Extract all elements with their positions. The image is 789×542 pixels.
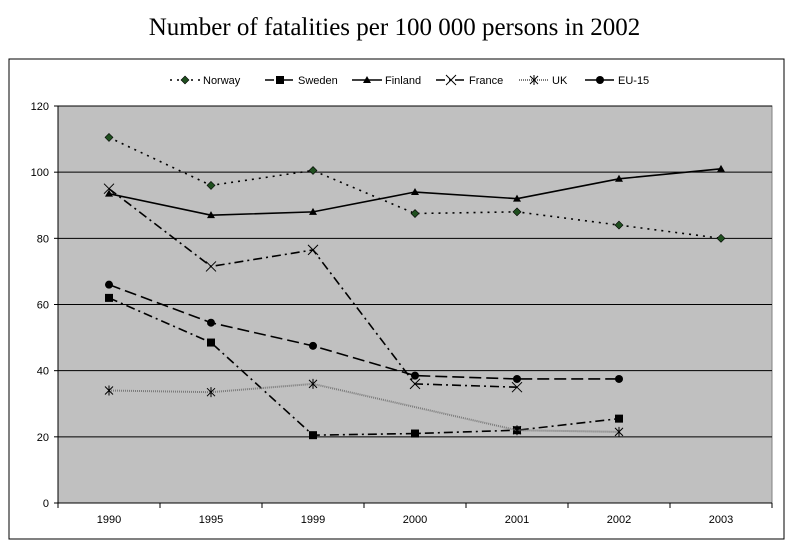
data-point-eu-15 [411,371,419,380]
legend-marker [529,75,539,85]
legend-marker [596,76,604,84]
y-tick-label: 60 [37,300,49,312]
y-tick-label: 20 [37,432,49,444]
data-point-finland [513,194,521,202]
data-point-france [205,261,217,272]
legend-item-sweden: Sweden [265,75,338,87]
chart-title: Number of fatalities per 100 000 persons… [148,14,641,41]
legend-item-finland: Finland [352,75,421,87]
x-tick-label: 2001 [505,514,529,526]
y-tick-label: 100 [31,167,49,179]
legend-label: Sweden [298,75,338,87]
data-point-uk [614,426,624,437]
gridlines [58,105,772,438]
data-point-finland [411,188,419,196]
y-tick-label: 120 [31,101,49,113]
data-point-sweden [615,414,623,423]
legend-label: UK [552,75,568,87]
data-point-norway [614,220,624,230]
x-tick-label: 1999 [301,514,325,526]
legend-item-eu-15: EU-15 [585,75,649,87]
y-tick-label: 0 [43,498,49,510]
y-tick-label: 40 [37,366,49,378]
x-tick-label: 1990 [97,514,121,526]
data-point-france [511,381,523,393]
data-point-uk [512,425,522,436]
x-tick-label: 1995 [199,514,223,526]
data-point-france [409,378,421,390]
data-point-finland [717,164,725,172]
legend-item-norway: Norway [170,75,241,87]
data-point-finland [615,174,623,182]
legend-marker [363,76,371,83]
data-point-sweden [309,431,317,440]
data-point-eu-15 [207,318,215,327]
series-line-sweden [108,297,620,436]
legend-label: EU-15 [618,75,649,87]
legend: Norway Sweden Finland France UK EU-15 [170,74,649,87]
data-point-uk [104,385,114,396]
x-tick-label: 2000 [403,514,427,526]
legend-marker [445,74,457,86]
legend-marker [276,76,284,84]
data-point-norway [206,180,216,190]
axes: 0 20 40 60 80 100 120 1990 1995 1999 2000 2001 2002 2… [31,101,773,526]
legend-item-uk: UK [519,75,568,87]
series-layer [103,133,726,440]
data-point-norway [512,207,522,217]
data-point-finland [105,189,113,197]
legend-label: France [469,75,503,87]
data-point-norway [716,233,726,243]
data-point-norway [104,133,114,142]
x-tick-label: 2003 [709,514,733,526]
legend-label: Finland [385,75,421,87]
data-point-france [103,183,115,195]
data-point-uk [308,378,318,389]
x-tick-label: 2002 [607,514,631,526]
legend-item-france: France [436,74,503,87]
legend-marker [180,75,190,85]
data-point-eu-15 [615,374,623,383]
data-point-finland [207,211,215,219]
data-point-eu-15 [513,374,521,383]
data-point-sweden [105,293,113,302]
data-point-france [307,244,319,256]
data-point-sweden [207,338,215,347]
data-point-eu-15 [309,341,317,350]
y-tick-label: 80 [37,233,49,245]
data-point-norway [308,166,318,175]
data-point-uk [206,387,216,398]
data-point-finland [309,207,317,215]
legend-label: Norway [203,75,241,87]
series-line-eu-15 [108,283,619,380]
data-point-norway [410,209,420,218]
data-point-sweden [411,429,419,438]
data-point-eu-15 [105,280,113,289]
